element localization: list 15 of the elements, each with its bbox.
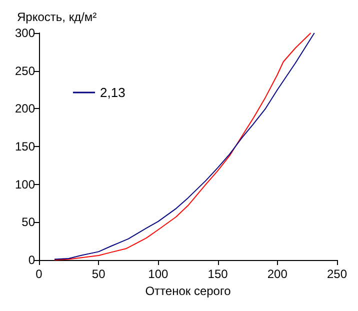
- legend-label: 2,13: [100, 85, 126, 100]
- x-axis-title: Оттенок серого: [145, 284, 232, 298]
- y-tick-label: 0: [28, 253, 36, 267]
- y-tick-label: 300: [14, 26, 36, 40]
- x-tick-label: 150: [208, 267, 228, 281]
- y-tick-label: 200: [14, 102, 36, 116]
- y-axis-title: Яркость, кд/м²: [17, 10, 97, 24]
- x-tick-label: 100: [148, 267, 169, 281]
- x-tick-label: 50: [92, 267, 106, 281]
- x-tick-label: 250: [326, 267, 348, 281]
- y-tick-label: 150: [14, 140, 36, 154]
- y-tick-label: 50: [22, 215, 36, 230]
- y-tick-label: 250: [14, 64, 36, 78]
- y-tick-label: 100: [14, 177, 36, 192]
- x-tick-label: 200: [267, 267, 288, 281]
